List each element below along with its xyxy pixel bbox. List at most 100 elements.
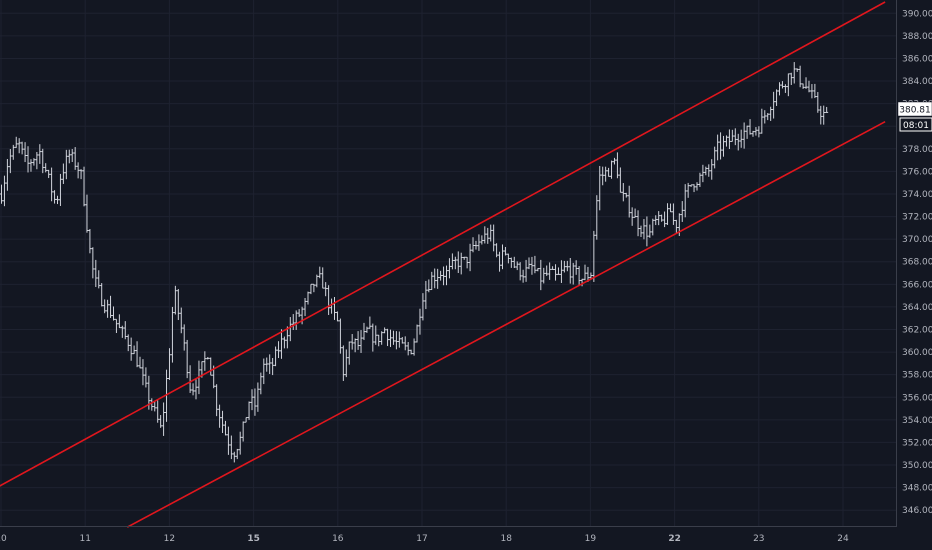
ohlc-bar	[704, 166, 708, 176]
ohlc-bar	[739, 129, 743, 148]
ohlc-bar	[26, 146, 30, 173]
ohlc-bar	[580, 278, 584, 287]
lower-channel-line[interactable]	[126, 121, 886, 528]
ohlc-bar	[554, 264, 558, 281]
ohlc-bar	[615, 152, 619, 179]
ohlc-bar	[365, 326, 369, 333]
ohlc-bar	[406, 341, 410, 356]
ohlc-bar	[778, 82, 782, 96]
ohlc-bar	[421, 293, 425, 321]
ohlc-bar	[807, 80, 811, 93]
ohlc-bar	[350, 334, 354, 350]
ohlc-bar	[766, 113, 770, 121]
ohlc-bar	[170, 306, 174, 363]
ohlc-bar	[716, 134, 720, 161]
ohlc-bar	[713, 146, 717, 169]
ohlc-bar	[642, 219, 646, 240]
ohlc-bar	[727, 129, 731, 150]
ohlc-bar	[660, 214, 664, 222]
ohlc-bar	[368, 316, 372, 329]
ohlc-bar	[495, 243, 499, 258]
ohlc-bar	[11, 144, 15, 160]
price-axis[interactable]: 346.00 348.00 350.00 352.00 354.00 356.00 358.…	[902, 9, 932, 516]
ohlc-bar	[551, 266, 555, 270]
ohlc-bar	[100, 283, 104, 307]
ohlc-bar	[412, 338, 416, 356]
ohlc-bar	[604, 166, 608, 182]
ohlc-bar	[2, 175, 6, 207]
x-tick-label: 11	[79, 534, 90, 544]
ohlc-bar	[218, 404, 222, 428]
last-price-marker: 380.81 08:01	[897, 101, 932, 132]
ohlc-bar	[344, 349, 348, 378]
y-tick-label: 352.00	[902, 438, 932, 448]
countdown-value: 08:01	[903, 121, 929, 131]
x-tick-label: 16	[332, 534, 344, 544]
ohlc-bar	[247, 401, 251, 420]
y-tick-label: 374.00	[902, 190, 932, 200]
y-tick-label: 366.00	[902, 280, 932, 290]
ohlc-bar	[156, 400, 160, 423]
ohlc-bar	[565, 260, 569, 272]
ohlc-bar	[73, 147, 77, 170]
ohlc-bar	[35, 151, 39, 170]
x-tick-label: 22	[668, 534, 681, 544]
ohlc-bar	[736, 133, 740, 151]
time-axis[interactable]: 10 11 12 15 16 17 18 19 22 23 24	[0, 534, 849, 544]
ohlc-bar	[85, 194, 89, 233]
ohlc-bar	[109, 295, 113, 318]
y-tick-label: 376.00	[902, 167, 932, 177]
ohlc-bar	[442, 266, 446, 286]
upper-channel-line[interactable]	[0, 1, 886, 490]
ohlc-bar	[795, 68, 799, 72]
ohlc-bar	[47, 169, 51, 179]
ohlc-bar	[633, 208, 637, 218]
ohlc-bar	[82, 166, 86, 207]
ohlc-bar	[630, 207, 634, 226]
ohlc-bar	[574, 260, 578, 275]
ohlc-bar	[176, 289, 180, 321]
ohlc-bar	[663, 211, 667, 228]
ohlc-bar	[598, 165, 602, 211]
ohlc-bar	[338, 318, 342, 354]
ohlc-bar	[391, 330, 395, 345]
ohlc-bar	[76, 162, 80, 179]
x-tick-label: 23	[753, 534, 764, 544]
ohlc-bar	[483, 226, 487, 244]
ohlc-bar	[783, 84, 787, 93]
y-tick-label: 372.00	[902, 213, 932, 223]
last-price-value: 380.81	[899, 106, 931, 116]
ohlc-bar	[371, 323, 375, 352]
ohlc-bar	[730, 129, 734, 142]
ohlc-bar	[533, 255, 537, 274]
ohlc-bar	[456, 251, 460, 274]
y-tick-label: 386.00	[902, 54, 932, 64]
ohlc-bar	[114, 318, 118, 333]
ohlc-bar	[436, 268, 440, 289]
ohlc-bar	[94, 259, 98, 287]
ohlc-bar	[689, 184, 693, 187]
ohlc-bar	[44, 163, 48, 173]
y-tick-label: 356.00	[902, 393, 932, 403]
ohlc-bar	[341, 345, 345, 381]
ohlc-bar	[64, 149, 68, 180]
x-tick-label: 19	[585, 534, 597, 544]
ohlc-bar	[450, 253, 454, 270]
ohlc-bar	[674, 219, 678, 234]
ohlc-bar	[780, 81, 784, 89]
ohlc-bar	[120, 325, 124, 338]
ohlc-bar	[167, 348, 171, 380]
ohlc-bar	[592, 230, 596, 282]
ohlc-bar	[548, 262, 552, 280]
ohlc-bar	[498, 251, 502, 272]
ohlc-bar	[150, 398, 154, 411]
y-tick-label: 388.00	[902, 32, 932, 42]
last-price-box	[897, 101, 932, 117]
ohlc-bar	[427, 279, 431, 293]
ohlc-bar	[453, 256, 457, 270]
ohlc-bar	[79, 169, 83, 180]
ohlc-bar	[138, 356, 142, 369]
ohlc-bar	[571, 262, 575, 285]
ohlc-bar	[223, 420, 227, 436]
